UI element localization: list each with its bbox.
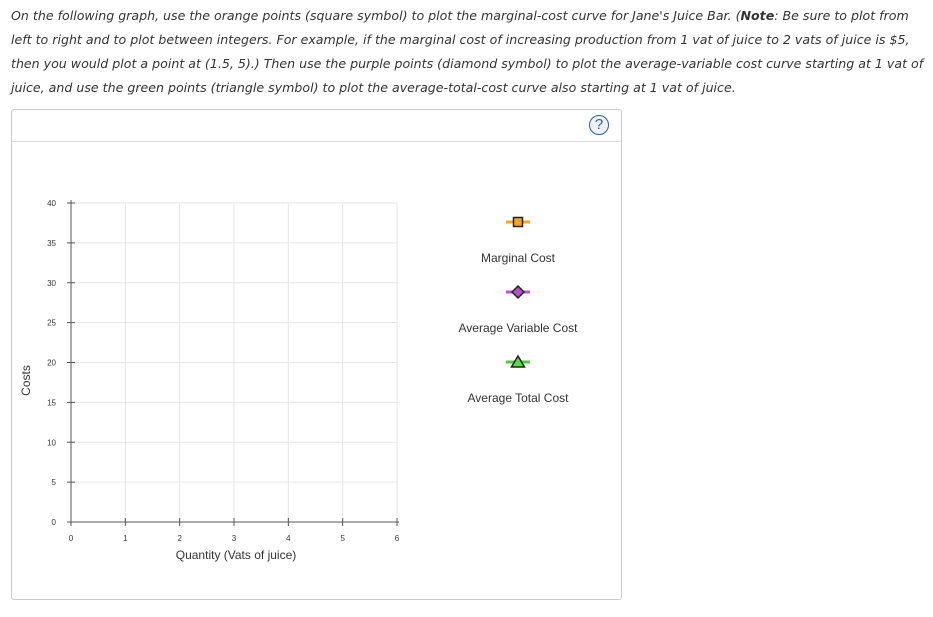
y-tick-label: 40: [47, 199, 56, 208]
legend-label: Marginal Cost: [480, 251, 556, 265]
cost-chart[interactable]: 0 1 2 3 4 5 6 0 5 10 15 20 25 30 35 40 Quantity (Vats o…: [12, 110, 621, 599]
x-tick-label: 2: [177, 534, 182, 543]
x-tick-label: 5: [340, 534, 345, 543]
x-tick-label: 0: [69, 534, 74, 543]
x-axis-label: Quantity (Vats of juice): [176, 548, 297, 562]
x-tick-label: 3: [232, 534, 237, 543]
diamond-point-tool[interactable]: [505, 283, 531, 305]
y-tick-label: 25: [47, 319, 56, 328]
x-tick-label: 1: [123, 534, 128, 543]
legend-item-triangle: Average Total Cost: [443, 353, 593, 413]
legend-item-diamond: Average Variable Cost: [443, 283, 593, 343]
x-tick-label: 4: [286, 534, 291, 543]
chart-axes: [70, 200, 399, 523]
x-tick-label: 6: [395, 534, 400, 543]
y-tick-label: 35: [47, 239, 56, 248]
square-point-tool[interactable]: [505, 213, 531, 235]
help-button[interactable]: ?: [589, 115, 609, 135]
y-tick-label: 5: [52, 478, 57, 487]
graph-panel: ? 0 1 2 3 4 5 6 0 5 10 15 20 25 30 35 40 Quantity (Vats…: [11, 109, 622, 600]
legend-label: Average Variable Cost: [458, 321, 578, 335]
triangle-point-tool[interactable]: [505, 353, 531, 375]
legend-label: Average Total Cost: [467, 391, 569, 405]
instructions-part1: On the following graph, use the orange p…: [11, 8, 741, 23]
chart-grid: [71, 202, 398, 522]
y-axis-label: Costs: [19, 365, 33, 396]
y-tick-label: 30: [47, 279, 56, 288]
instructions-part2: : Be sure to plot from left to right and…: [11, 8, 924, 95]
chart-ticks: 0 1 2 3 4 5 6 0 5 10 15 20 25 30 35 40: [47, 199, 400, 543]
graph-toolbar: ?: [12, 110, 621, 142]
y-tick-label: 20: [47, 359, 56, 368]
y-tick-label: 0: [52, 518, 57, 527]
y-tick-label: 15: [47, 398, 56, 407]
legend-item-square: Marginal Cost: [443, 213, 593, 273]
instructions-text: On the following graph, use the orange p…: [11, 4, 927, 100]
note-label: Note: [740, 8, 775, 23]
y-tick-label: 10: [47, 438, 56, 447]
